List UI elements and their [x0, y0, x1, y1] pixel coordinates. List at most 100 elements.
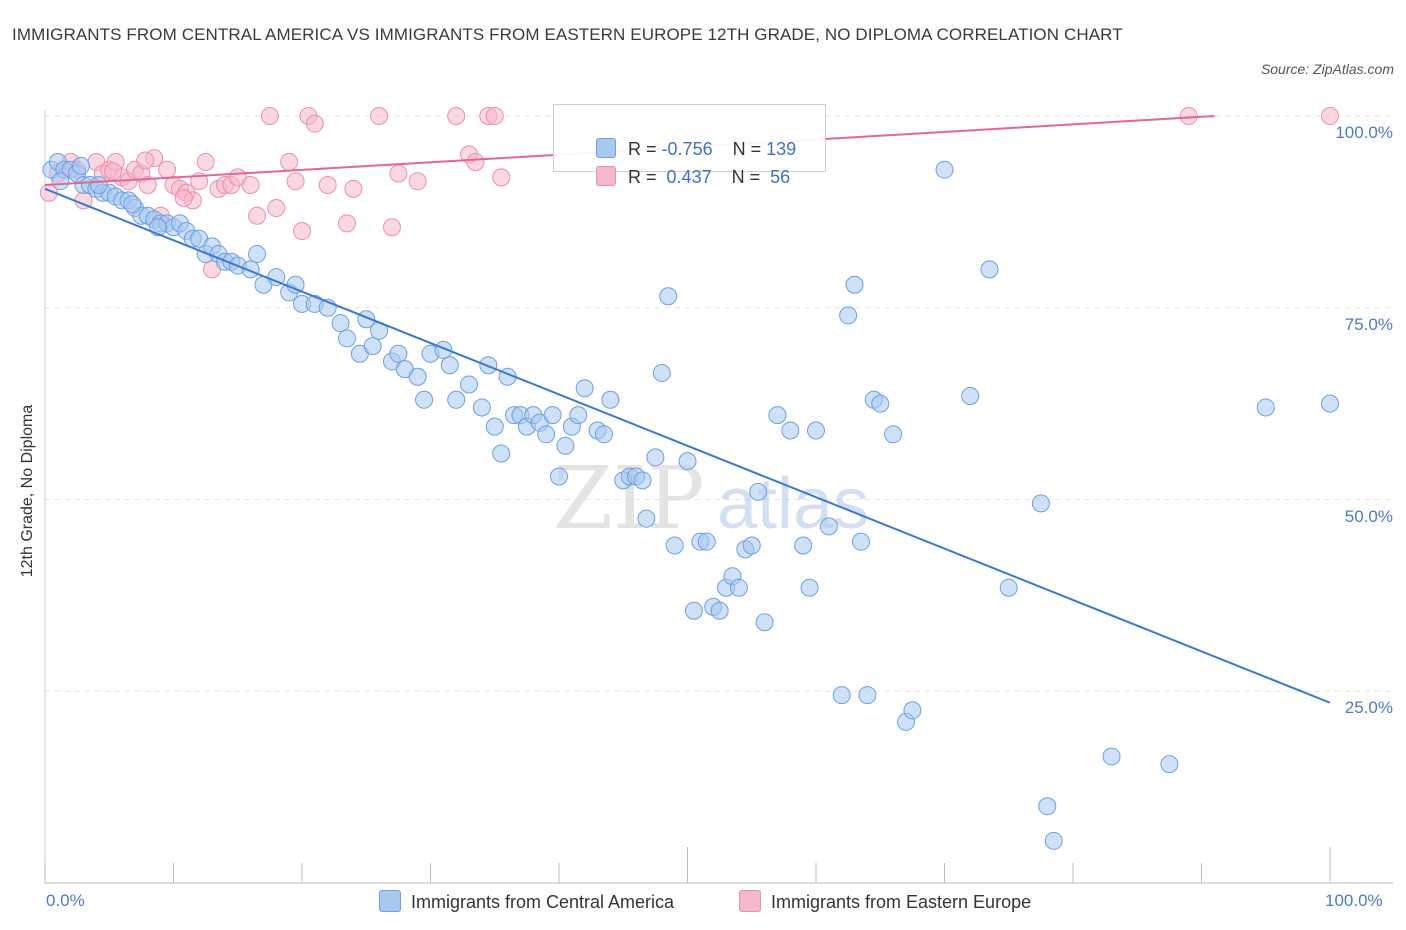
- bottom-legend-central-america: Immigrants from Central America: [379, 890, 674, 913]
- central-america-point: [123, 195, 142, 214]
- eastern-europe-point: [408, 172, 427, 191]
- central-america-point: [819, 517, 838, 536]
- central-america-point: [575, 379, 594, 398]
- eastern-europe-point: [1179, 107, 1198, 125]
- central-america-point: [871, 394, 890, 413]
- central-america-point: [884, 425, 903, 444]
- central-america-point: [710, 601, 729, 620]
- central-america-point: [652, 363, 671, 382]
- central-america-point: [569, 406, 588, 425]
- eastern-europe-point: [447, 107, 466, 125]
- central-america-point: [447, 390, 466, 409]
- y-tick-50: 50.0%: [1344, 507, 1393, 526]
- eastern-europe-point: [196, 153, 215, 172]
- eastern-europe-point: [136, 151, 155, 170]
- eastern-europe-point: [248, 206, 267, 225]
- x-tick-0: 0.0%: [46, 891, 85, 910]
- central-america-point: [1160, 755, 1179, 774]
- central-america-point: [248, 245, 267, 264]
- central-america-point: [980, 260, 999, 279]
- central-america-point: [961, 386, 980, 405]
- legend-row-eastern-europe: R = 0.437 N = 56: [576, 141, 790, 187]
- eastern-europe-point: [104, 162, 123, 181]
- eastern-europe-point: [337, 214, 356, 233]
- central-america-point: [556, 436, 575, 455]
- central-america-point: [1044, 831, 1063, 850]
- trend-line-central-america: [44, 187, 1331, 704]
- eastern-europe-point: [293, 222, 311, 241]
- central-america-point: [51, 172, 70, 191]
- central-america-point: [1256, 398, 1275, 417]
- central-america-point: [1102, 747, 1121, 766]
- central-america-point: [935, 160, 954, 179]
- central-america-point: [768, 406, 787, 425]
- eastern-europe-point: [280, 153, 299, 172]
- central-america-point: [594, 425, 613, 444]
- central-america-point: [1038, 797, 1057, 816]
- central-america-point: [337, 329, 356, 348]
- central-america-point: [742, 536, 761, 555]
- eastern-europe-point: [492, 168, 511, 187]
- central-america-point: [543, 406, 562, 425]
- central-america-point: [665, 536, 684, 555]
- central-america-point: [858, 686, 877, 705]
- central-america-point: [851, 532, 870, 551]
- eastern-europe-point: [344, 179, 363, 198]
- central-america-point: [1321, 394, 1339, 413]
- axes: [44, 110, 1393, 884]
- central-america-point: [659, 287, 678, 306]
- central-america-point: [408, 367, 427, 386]
- y-axis-label: 12th Grade, No Diploma: [19, 404, 36, 578]
- central-america-point: [550, 467, 568, 486]
- central-america-point: [729, 578, 748, 597]
- central-america-point: [601, 390, 620, 409]
- chart-title: IMMIGRANTS FROM CENTRAL AMERICA VS IMMIG…: [12, 25, 1123, 44]
- central-america-point: [749, 482, 768, 501]
- eastern-europe-point: [260, 107, 279, 125]
- legend-swatch-pink: [596, 166, 617, 186]
- eastern-europe-point: [370, 107, 389, 125]
- central-america-point: [839, 306, 858, 325]
- bottom-legend-eastern-europe: Immigrants from Eastern Europe: [739, 890, 1031, 913]
- central-america-point: [485, 417, 504, 436]
- eastern-europe-point: [1321, 107, 1339, 125]
- central-america-point: [1031, 494, 1050, 513]
- correlation-legend: R = -0.756 N = 139 R = 0.437 N = 56: [553, 104, 826, 187]
- central-america-point: [755, 613, 774, 632]
- central-america-point: [637, 509, 656, 528]
- y-tick-25: 25.0%: [1344, 698, 1393, 717]
- central-america-point: [331, 314, 350, 333]
- eastern-europe-point: [286, 172, 305, 191]
- central-america-point: [537, 425, 556, 444]
- central-america-point: [472, 398, 491, 417]
- central-america-point: [492, 444, 511, 463]
- y-tick-75: 75.0%: [1344, 315, 1393, 334]
- central-america-point: [903, 701, 922, 720]
- central-america-point: [832, 686, 851, 705]
- y-tick-100: 100.0%: [1335, 123, 1393, 142]
- central-america-point: [89, 176, 108, 195]
- watermark-zip: ZIP: [553, 449, 705, 549]
- eastern-europe-point: [389, 164, 408, 183]
- central-america-point: [684, 601, 703, 620]
- central-america-point: [415, 390, 434, 409]
- central-america-point: [781, 421, 800, 440]
- x-tick-100: 100.0%: [1325, 891, 1383, 910]
- central-america-point: [71, 156, 90, 175]
- central-america-point: [460, 375, 479, 394]
- central-america-point: [646, 448, 665, 467]
- source-label: Source: ZipAtlas.com: [1260, 61, 1394, 77]
- central-america-point: [440, 356, 459, 375]
- central-america-point: [999, 578, 1018, 597]
- central-america-point: [633, 471, 652, 490]
- eastern-europe-point: [138, 176, 157, 195]
- eastern-europe-point: [267, 199, 286, 218]
- watermark-atlas: atlas: [717, 464, 869, 544]
- bottom-legend-swatch-blue: [379, 890, 401, 912]
- central-america-point: [678, 452, 697, 471]
- eastern-europe-point: [158, 160, 177, 179]
- central-america-point: [363, 337, 382, 356]
- legend-swatch-blue: [596, 138, 617, 158]
- eastern-europe-point: [485, 107, 504, 125]
